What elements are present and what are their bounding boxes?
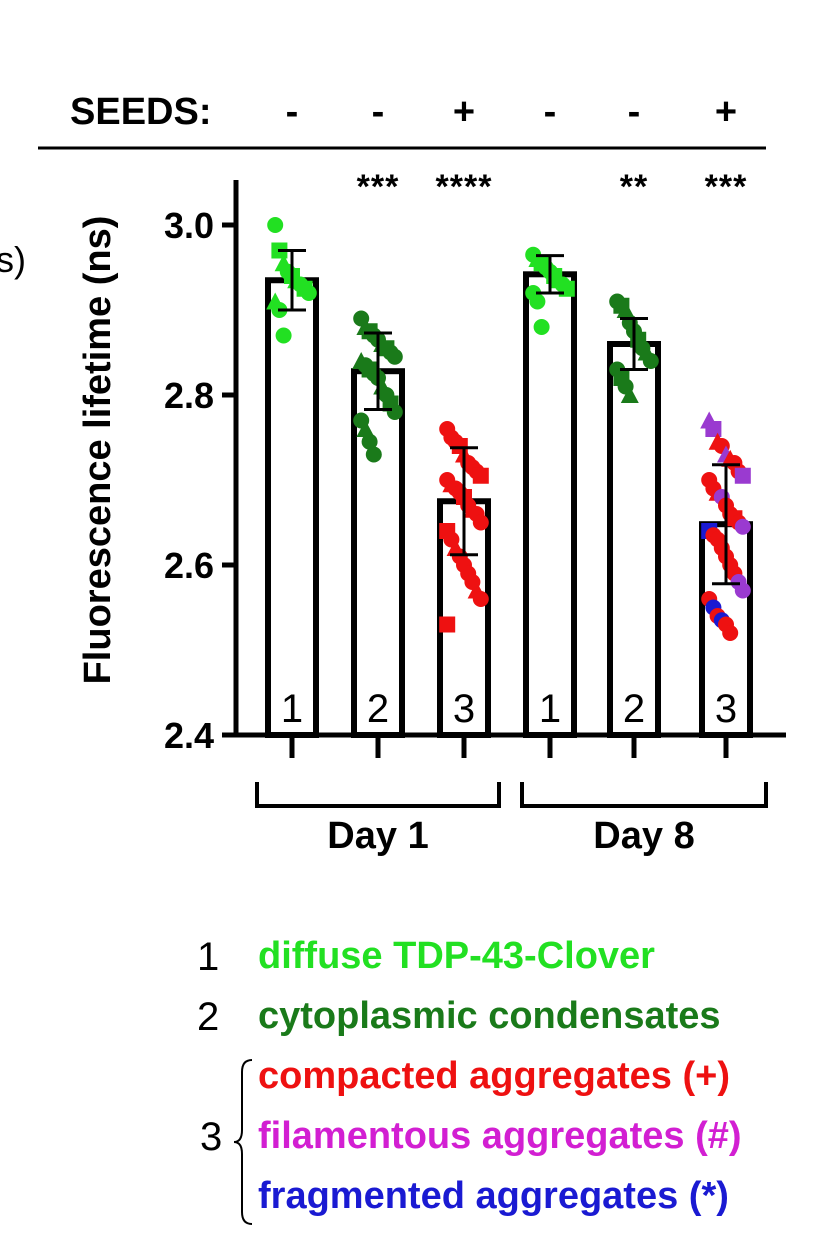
bar-number-label: 2 [623,687,645,731]
significance-marker-2: *** [357,168,400,206]
data-point [472,467,489,484]
group-bracket-1 [255,782,501,808]
bar-number-label: 3 [715,687,737,731]
seeds-sign-5: - [628,91,641,133]
legend-num-3: 3 [200,1115,223,1159]
bar-number-label: 3 [453,687,475,731]
data-point [734,467,751,484]
significance-marker-5: ** [620,168,648,206]
legend-num-2: 2 [197,995,220,1039]
data-point [267,217,284,233]
y-tick-label: 2.6 [164,545,214,586]
legend-item-2: cytoplasmic condensates [258,995,721,1037]
seeds-signs: - - + - - + [286,91,737,133]
data-point [616,301,635,318]
seeds-sign-3: + [453,91,475,133]
bar-group-1: 1 [265,217,319,758]
legend-item-3c: fragmented aggregates (*) [258,1175,729,1217]
y-tick-label: 2.8 [164,375,214,416]
legend-item-1: diffuse TDP-43-Clover [258,935,655,977]
legend-num-1: 1 [197,935,220,979]
group-brackets: Day 1 Day 8 [255,782,768,857]
bar-number-label: 1 [539,687,561,731]
group-label-2: Day 8 [593,815,694,857]
data-point [439,616,456,633]
y-tick-label: 2.4 [164,715,214,756]
y-axis-ticks: 2.4 2.6 2.8 3.0 [164,205,236,756]
seeds-sign-6: + [715,91,737,133]
legend-item-3a: compacted aggregates (+) [258,1055,730,1097]
significance-marker-6: *** [705,168,748,206]
data-point [705,421,722,437]
data-point [734,518,751,535]
seeds-sign-2: - [372,91,385,133]
data-point [472,514,489,531]
y-axis-title: Fluorescence lifetime (ns) [77,216,119,685]
seeds-label: SEEDS: [70,91,211,133]
data-point [734,582,751,599]
data-point [472,591,489,607]
data-point [722,625,739,641]
group-bracket-2 [520,782,768,808]
data-point [361,433,378,450]
data-point [620,386,639,403]
bar-number-label: 1 [281,687,303,731]
chart: s) SEEDS: - - + - - + *** **** ** *** Fluorescen… [0,91,786,857]
bar [523,271,577,738]
seeds-sign-1: - [286,91,299,133]
data-point [533,319,550,335]
data-point [275,327,292,344]
bar-group-2: 2 [351,310,405,758]
bar-group-5: 2 [607,293,661,758]
bar-group-6: 3 [699,411,753,758]
significance-markers: *** **** ** *** [357,168,748,206]
data-point [386,404,403,420]
data-point [642,353,659,369]
clipped-left-text: s) [0,239,26,280]
legend-item-3b: filamentous aggregates (#) [258,1115,742,1157]
data-point [300,285,317,301]
significance-marker-3: **** [436,168,493,206]
bar-group-4: 1 [523,246,577,758]
seeds-sign-4: - [544,91,557,133]
bar-number-label: 2 [367,687,389,731]
data-point [356,420,375,437]
bar [265,277,319,738]
data-point [365,446,382,463]
data-point [529,293,546,310]
legend-brace [233,1059,253,1225]
bar-group-3: 3 [437,421,491,758]
data-point [386,348,403,365]
y-tick-label: 3.0 [164,205,214,246]
bars: 1 2 3 1 2 3 [265,217,753,758]
group-label-1: Day 1 [327,815,428,857]
